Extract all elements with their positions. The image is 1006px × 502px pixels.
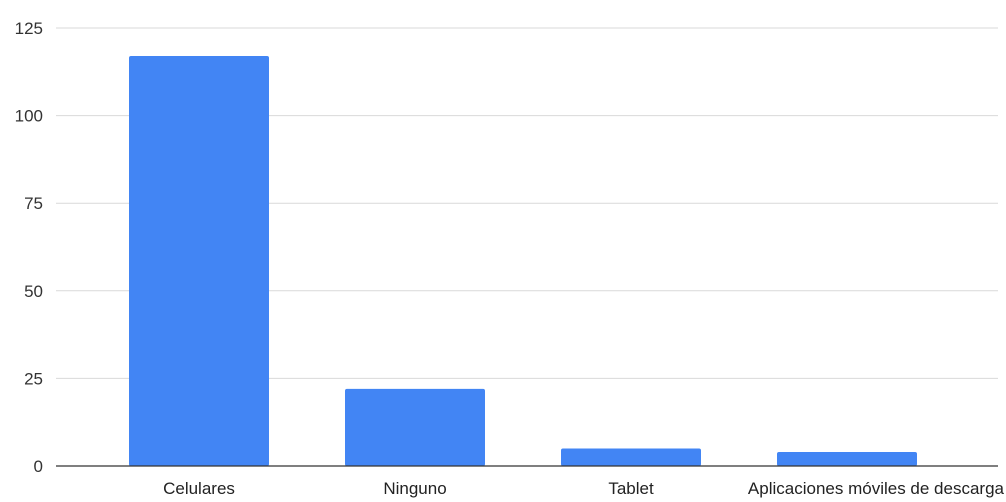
y-tick-label: 0 (34, 457, 43, 476)
y-tick-label: 25 (24, 369, 43, 388)
x-category-label: Ninguno (383, 479, 446, 498)
y-tick-label: 125 (15, 19, 43, 38)
bar-ninguno (345, 388, 485, 466)
x-category-label: Tablet (608, 479, 654, 498)
bar-aplicaciones-m-viles-de-descarga (777, 451, 917, 466)
bar-tablet (561, 448, 701, 466)
bar-celulares (129, 56, 269, 466)
y-axis-ticks: 0 25 50 75 100 125 (15, 19, 43, 476)
bars (129, 56, 917, 466)
x-category-label: Celulares (163, 479, 235, 498)
y-tick-label: 75 (24, 194, 43, 213)
x-category-label: Aplicaciones móviles de descarga (748, 479, 1005, 498)
y-tick-label: 50 (24, 282, 43, 301)
y-tick-label: 100 (15, 107, 43, 126)
x-axis-labels: Celulares Ninguno Tablet Aplicaciones móvil… (163, 479, 1004, 498)
